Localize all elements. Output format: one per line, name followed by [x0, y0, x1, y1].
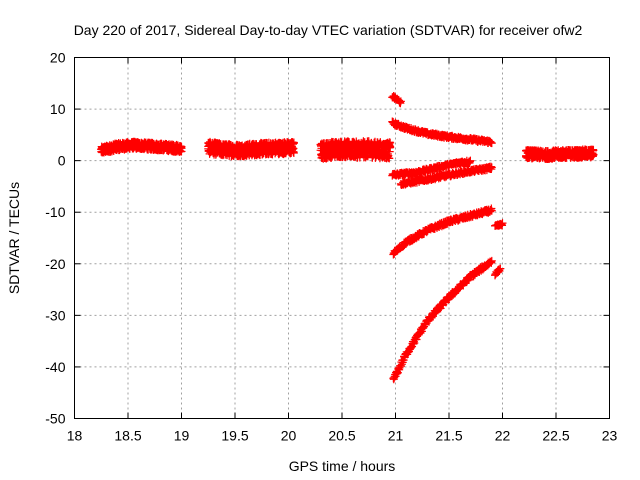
series-4 — [388, 91, 405, 108]
data-point — [487, 163, 496, 172]
data-point — [487, 256, 496, 265]
y-tick-label: -30 — [45, 307, 65, 323]
x-tick-label: 20 — [281, 428, 297, 444]
series-11 — [491, 264, 505, 280]
series-1 — [97, 137, 186, 157]
y-tick-label: -10 — [45, 204, 65, 220]
grid-lines — [74, 57, 610, 419]
y-tick-label: 20 — [50, 50, 66, 66]
data-point — [589, 150, 598, 159]
data-point — [385, 154, 394, 163]
x-tick-label: 22.5 — [542, 428, 569, 444]
series-7 — [396, 162, 496, 189]
data-point — [289, 148, 298, 157]
series-10 — [389, 256, 496, 384]
series-8 — [389, 204, 496, 259]
series-2 — [204, 137, 298, 161]
x-tick-label: 21.5 — [435, 428, 462, 444]
x-axis-label: GPS time / hours — [289, 458, 396, 474]
y-tick-label: -20 — [45, 256, 65, 272]
y-tick-label: -50 — [45, 411, 65, 427]
y-tick-label: 10 — [50, 101, 66, 117]
x-tick-label: 19.5 — [221, 428, 248, 444]
x-tick-label: 20.5 — [328, 428, 355, 444]
data-point — [487, 206, 496, 215]
data-point — [496, 264, 505, 273]
data-point — [487, 139, 496, 148]
y-tick-label: 0 — [58, 153, 66, 169]
x-tick-label: 21 — [388, 428, 404, 444]
x-tick-label: 18.5 — [114, 428, 141, 444]
y-axis-label: SDTVAR / TECUs — [6, 182, 22, 294]
x-tick-label: 18 — [67, 428, 83, 444]
series-12 — [522, 145, 598, 163]
x-tick-label: 23 — [602, 428, 618, 444]
y-tick-label: -40 — [45, 359, 65, 375]
data-point — [386, 143, 395, 152]
series-6 — [388, 156, 475, 180]
data-point — [466, 156, 475, 165]
data-point — [498, 219, 507, 228]
axis-ticks: 18 18.5 19 19.5 20 20.5 21 21.5 22 22.5 23 20 10 0 -10… — [45, 50, 617, 444]
series-5 — [388, 117, 496, 148]
series-9 — [491, 219, 507, 230]
series-3 — [316, 137, 395, 163]
data-point — [177, 144, 186, 153]
chart-title: Day 220 of 2017, Sidereal Day-to-day VTE… — [74, 22, 583, 38]
data-point — [396, 97, 405, 106]
data-points — [97, 91, 598, 384]
x-tick-label: 19 — [174, 428, 190, 444]
data-point — [289, 138, 298, 147]
x-tick-label: 22 — [495, 428, 511, 444]
